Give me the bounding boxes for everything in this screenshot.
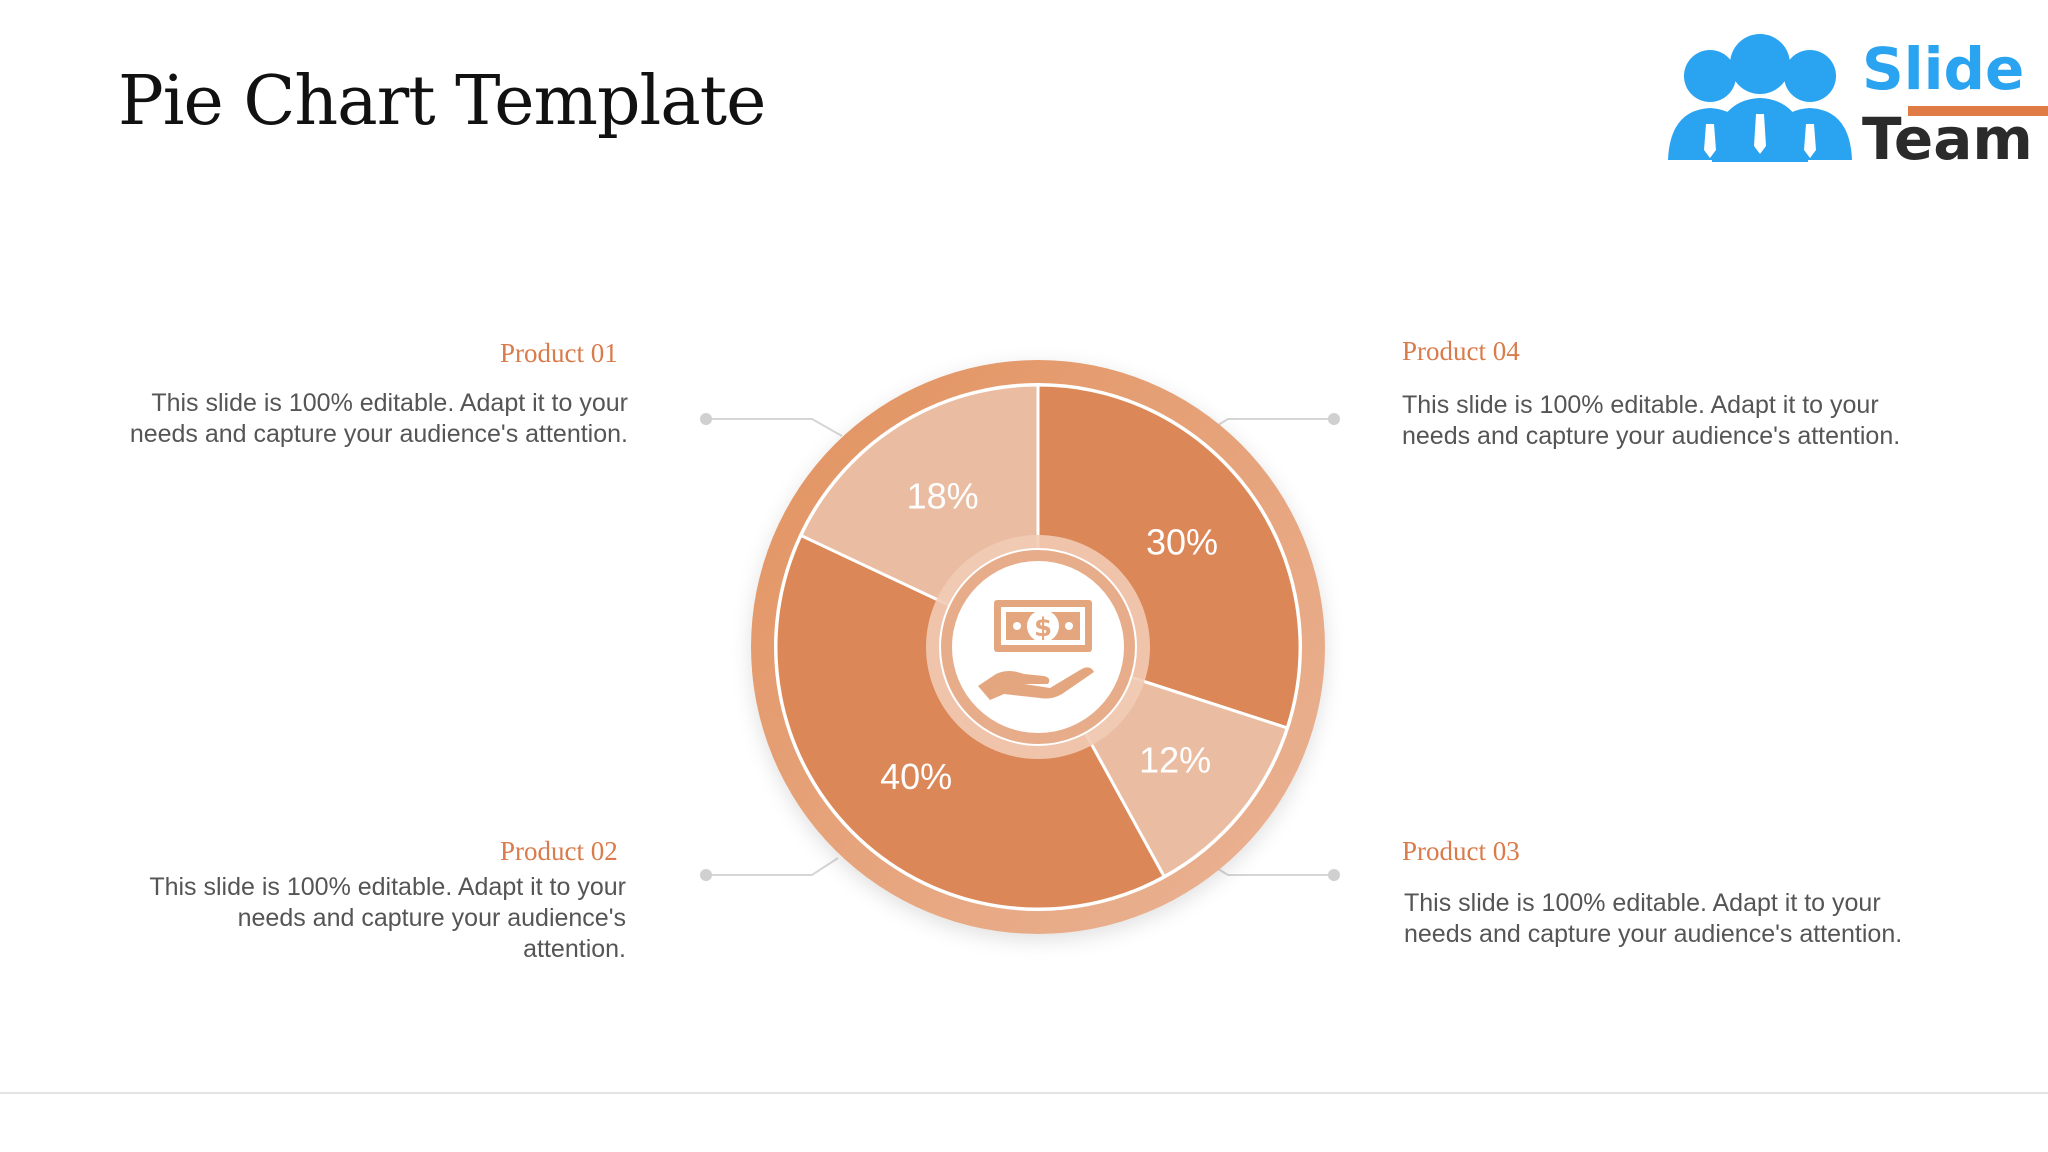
product-02-desc: This slide is 100% editable. Adapt it to… (149, 873, 626, 963)
page-title: Pie Chart Template (118, 62, 766, 141)
product-03-title: Product 03 (1402, 836, 1520, 866)
svg-text:$: $ (1034, 613, 1052, 643)
connector-dot-product-01 (700, 413, 712, 425)
logo-word-slide: Slide (1862, 35, 2025, 103)
product-01-desc: This slide is 100% editable. Adapt it to… (129, 389, 628, 448)
connector-dot-product-04 (1328, 413, 1340, 425)
product-01-title: Product 01 (500, 338, 618, 368)
logo-word-team: Team (1862, 105, 2033, 173)
pie-label-3: 40% (880, 756, 952, 797)
product-03-desc: This slide is 100% editable. Adapt it to… (1404, 889, 1903, 948)
product-02-title: Product 02 (500, 836, 618, 866)
pie-label-1: 30% (1146, 521, 1218, 562)
pie-labels: 30% 12% 40% 18% (880, 476, 1218, 797)
money-hand-icon: $ (978, 600, 1094, 700)
pie-label-4: 18% (907, 476, 979, 517)
product-04-desc: This slide is 100% editable. Adapt it to… (1402, 391, 1901, 450)
connector-dot-product-02 (700, 869, 712, 881)
logo-accent-bar (1908, 106, 2048, 116)
product-04-title: Product 04 (1402, 336, 1520, 366)
connector-product-02 (706, 857, 839, 876)
footer-divider (0, 1092, 2048, 1094)
slideteam-logo: Slide Team (1660, 28, 2048, 178)
connector-product-01 (706, 418, 843, 437)
pie-label-2: 12% (1139, 739, 1211, 780)
people-icon (1668, 34, 1852, 162)
connector-dot-product-03 (1328, 869, 1340, 881)
